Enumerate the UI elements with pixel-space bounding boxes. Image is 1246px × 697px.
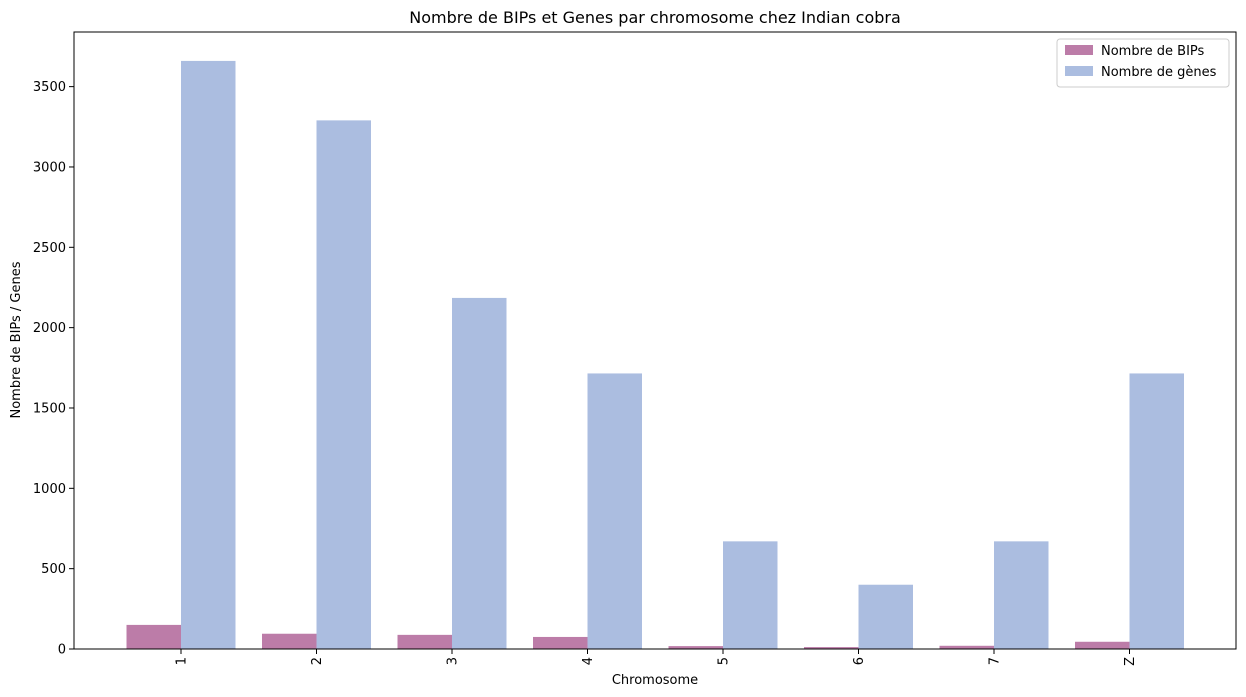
x-tick-label: 5 — [717, 657, 732, 665]
bar-bips-7 — [939, 645, 994, 649]
y-tick-label: 2000 — [33, 321, 66, 336]
legend-box — [1056, 38, 1230, 88]
y-tick-label: 3500 — [33, 80, 66, 95]
bar-genes-4 — [587, 373, 642, 649]
y-tick-label: 500 — [41, 562, 66, 577]
x-axis: 1 2 3 4 5 6 7 Z — [175, 649, 1138, 666]
y-tick-label: 3000 — [33, 160, 66, 175]
x-tick-label: Z — [1123, 657, 1138, 666]
bar-genes-6 — [858, 584, 913, 649]
bar-genes-2 — [316, 120, 371, 650]
x-axis-title: Chromosome — [612, 673, 698, 688]
legend: Nombre de BIPs Nombre de gènes — [1056, 38, 1230, 88]
x-tick-label: 3 — [446, 657, 461, 665]
bar-bips-2 — [262, 633, 317, 649]
bar-genes-Z — [1129, 373, 1184, 649]
bar-genes-7 — [994, 541, 1049, 649]
bar-bips-3 — [397, 634, 452, 649]
y-tick-label: 1000 — [33, 482, 66, 497]
y-tick-label: 2500 — [33, 241, 66, 256]
y-tick-label: 0 — [58, 643, 66, 658]
bar-bips-1 — [126, 624, 181, 649]
x-tick-label: 2 — [310, 657, 325, 665]
bar-genes-5 — [723, 541, 778, 649]
y-tick-label: 1500 — [33, 401, 66, 416]
plot-frame — [73, 31, 1237, 650]
y-axis: 0 500 1000 1500 2000 2500 3000 3500 — [33, 80, 74, 658]
bars-group — [126, 60, 1184, 650]
bar-bips-Z — [1075, 641, 1130, 649]
bar-bips-5 — [668, 646, 723, 649]
bar-bips-4 — [533, 636, 588, 649]
chart-title: Nombre de BIPs et Genes par chromosome c… — [409, 8, 901, 27]
legend-label-bips: Nombre de BIPs — [1101, 44, 1205, 59]
x-tick-label: 4 — [581, 657, 596, 665]
legend-swatch-genes — [1065, 66, 1093, 76]
bar-genes-3 — [452, 297, 507, 649]
x-tick-label: 7 — [988, 657, 1003, 665]
x-tick-label: 1 — [175, 657, 190, 665]
y-axis-title: Nombre de BIPs / Genes — [9, 261, 24, 418]
bar-genes-1 — [181, 60, 236, 649]
x-tick-label: 6 — [852, 657, 867, 665]
legend-swatch-bips — [1065, 45, 1093, 55]
bar-bips-6 — [804, 647, 859, 649]
legend-label-genes: Nombre de gènes — [1101, 65, 1217, 80]
